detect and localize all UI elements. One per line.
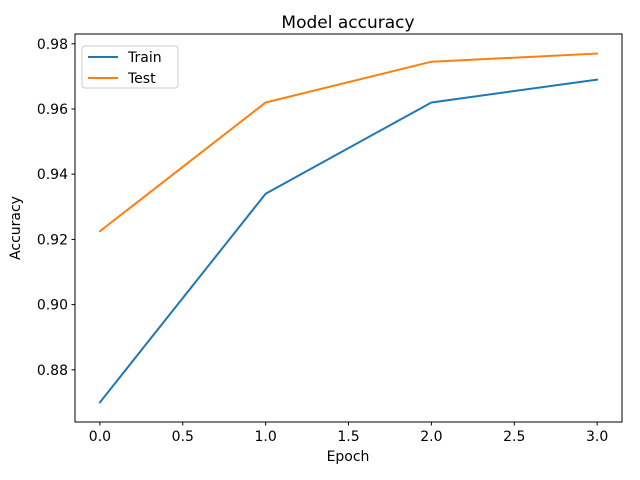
x-tick-label: 2.5	[503, 429, 525, 445]
x-tick-label: 2.0	[420, 429, 442, 445]
series-lines	[98, 52, 599, 404]
y-tick-label: 0.88	[37, 363, 68, 379]
x-tick-label: 0.0	[89, 429, 111, 445]
chart-title: Model accuracy	[281, 13, 414, 33]
y-ticks: 0.88 0.90 0.92 0.94 0.96 0.98	[37, 37, 75, 379]
legend-label-test: Test	[127, 71, 156, 87]
line-train	[98, 78, 599, 404]
y-tick-label: 0.90	[37, 298, 68, 314]
legend: Train Test	[81, 45, 179, 89]
y-tick-label: 0.92	[37, 232, 68, 248]
y-tick-label: 0.96	[37, 102, 68, 118]
y-tick-label: 0.94	[37, 167, 68, 183]
x-tick-label: 1.5	[337, 429, 359, 445]
x-tick-label: 1.0	[254, 429, 276, 445]
line-test	[98, 52, 599, 233]
x-tick-label: 0.5	[172, 429, 194, 445]
y-axis-label: Accuracy	[8, 196, 24, 260]
x-tick-label: 3.0	[586, 429, 608, 445]
plot-border	[74, 33, 623, 423]
x-axis-label: Epoch	[327, 449, 370, 465]
legend-label-train: Train	[127, 50, 162, 66]
y-tick-label: 0.98	[37, 37, 68, 53]
x-ticks: 0.0 0.5 1.0 1.5 2.0 2.5 3.0	[89, 422, 608, 445]
